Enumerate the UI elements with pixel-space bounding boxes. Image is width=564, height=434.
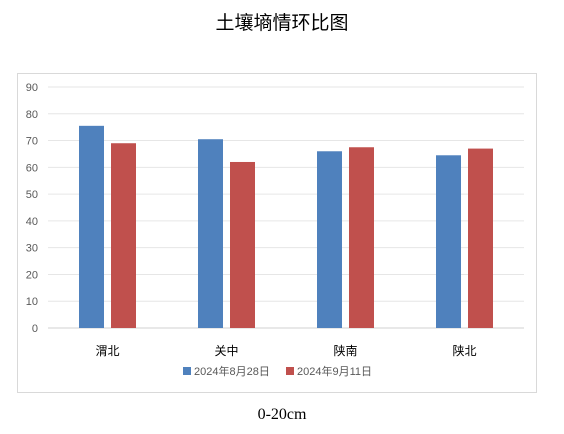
y-tick-label: 20 (26, 269, 38, 281)
y-tick-label: 50 (26, 189, 38, 201)
y-tick-label: 0 (32, 323, 38, 335)
x-tick-label: 渭北 (95, 344, 119, 358)
bar-1 (436, 155, 461, 328)
bar-2 (468, 148, 493, 328)
bar-2 (111, 143, 136, 328)
y-tick-label: 40 (26, 216, 38, 228)
bar-2 (349, 147, 374, 328)
bar-2 (230, 161, 255, 328)
depth-caption: 0-20cm (257, 406, 307, 423)
chart-title: 土壤墒情环比图 (215, 12, 349, 34)
y-tick-label: 90 (26, 82, 38, 94)
bar-1 (198, 139, 223, 328)
x-tick-label: 陕北 (452, 343, 476, 358)
legend-label-2: 2024年9月11日 (297, 364, 372, 378)
y-tick-label: 10 (26, 296, 38, 308)
y-tick-label: 30 (26, 243, 38, 255)
x-tick-label: 陕南 (333, 343, 357, 358)
y-tick-label: 70 (26, 136, 38, 148)
legend-label-1: 2024年8月28日 (194, 364, 270, 378)
x-tick-label: 关中 (214, 343, 238, 358)
bar-1 (317, 151, 342, 328)
y-tick-label: 60 (26, 162, 38, 174)
bar-1 (79, 125, 104, 328)
legend-swatch-1 (183, 367, 191, 375)
y-tick-label: 80 (26, 109, 38, 121)
legend-swatch-2 (286, 367, 294, 375)
